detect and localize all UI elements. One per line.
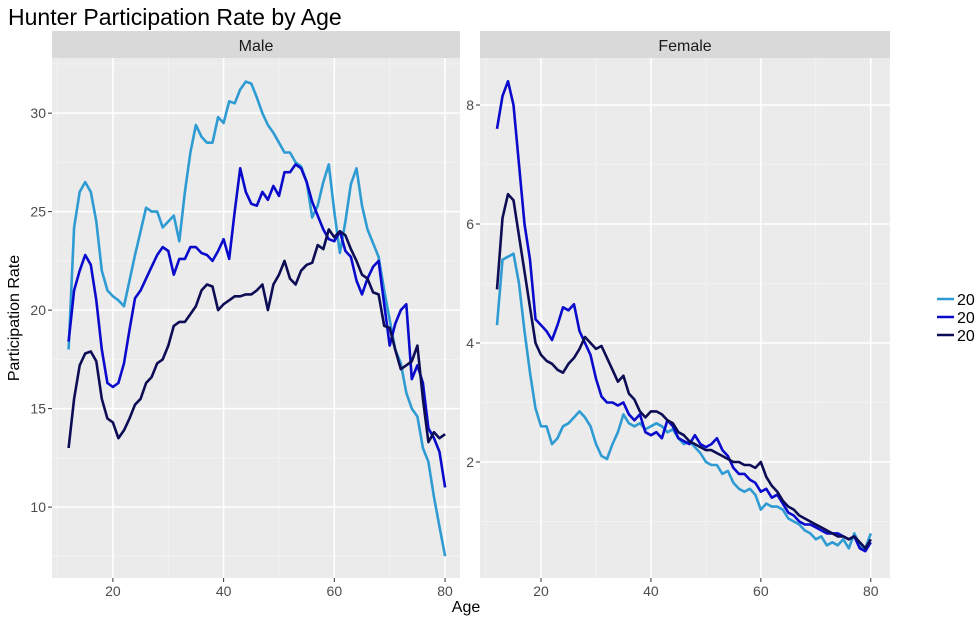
legend: 200520152022 <box>937 292 975 345</box>
series-line-2005 <box>67 80 447 557</box>
x-tick-label: 80 <box>863 583 879 599</box>
panel-male: Male 20 40 60 80 10 15 20 25 30 <box>30 31 460 599</box>
y-tick-label: 10 <box>30 499 46 515</box>
y-tick-label: 8 <box>466 97 474 113</box>
y-axis-label: Participation Rate <box>6 255 23 381</box>
legend-label-2022: 2022 <box>957 328 975 345</box>
series-line-2015 <box>495 79 872 553</box>
series-line-2022 <box>67 228 446 449</box>
chart-title: Hunter Participation Rate by Age <box>8 4 342 30</box>
legend-label-2005: 2005 <box>957 292 975 309</box>
y-tick-label: 4 <box>466 335 474 351</box>
series-line-2022 <box>495 192 872 550</box>
facet-strip <box>52 31 460 58</box>
series-line-2015 <box>67 163 447 488</box>
y-tick-label: 6 <box>466 216 474 232</box>
y-tick-label: 30 <box>30 105 46 121</box>
facet-strip <box>480 31 890 58</box>
x-tick-label: 60 <box>753 583 769 599</box>
plot-panel <box>52 58 460 578</box>
x-axis-label: Age <box>452 599 481 616</box>
facet-label: Male <box>239 38 274 55</box>
facet-label: Female <box>658 38 711 55</box>
x-tick-label: 80 <box>437 583 453 599</box>
x-tick-label: 40 <box>216 583 232 599</box>
panel-female: Female 20 40 60 80 2 4 6 8 <box>466 31 890 599</box>
y-tick-label: 25 <box>30 204 46 220</box>
y-tick-label: 15 <box>30 401 46 417</box>
x-tick-label: 20 <box>105 583 121 599</box>
x-tick-label: 20 <box>533 583 549 599</box>
plot-panel <box>480 58 890 578</box>
legend-label-2015: 2015 <box>957 310 975 327</box>
x-tick-label: 40 <box>643 583 659 599</box>
series-line-2005 <box>495 252 873 550</box>
y-tick-label: 2 <box>466 454 474 470</box>
y-tick-label: 20 <box>30 302 46 318</box>
x-tick-label: 60 <box>327 583 343 599</box>
